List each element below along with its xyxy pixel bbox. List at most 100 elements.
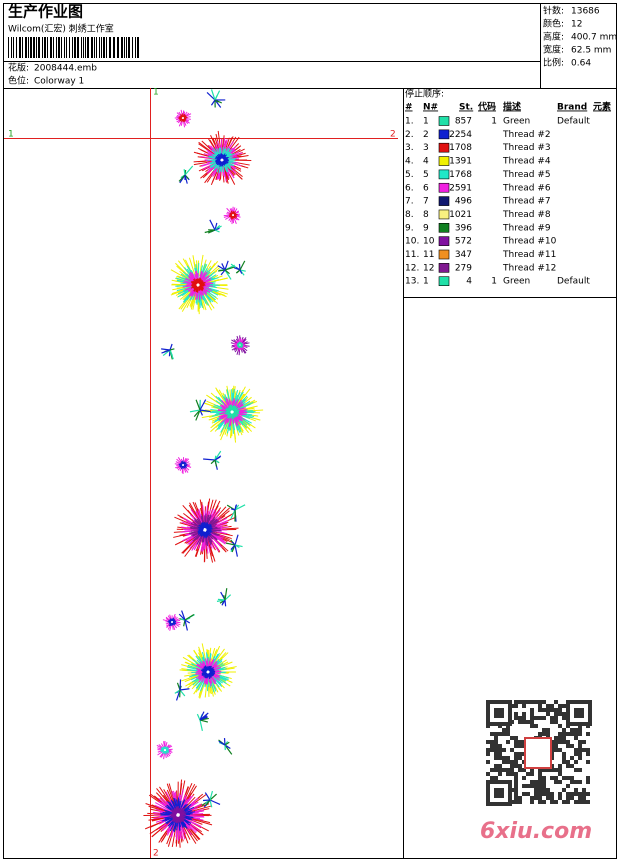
stitch (176, 458, 182, 464)
qr-module (570, 792, 574, 796)
description: Thread #2 (502, 130, 551, 140)
qr-module (514, 756, 518, 760)
barcode-bar (42, 37, 43, 58)
info-label: 针数: (543, 5, 564, 17)
leaf-stitch (199, 719, 209, 723)
barcode-bar (69, 37, 70, 58)
qr-module (574, 736, 578, 740)
qr-logo (524, 737, 552, 769)
stitch (169, 819, 177, 832)
qr-module (562, 732, 566, 736)
row-index: 13. (405, 277, 419, 287)
stitch (229, 389, 232, 406)
qr-module (506, 760, 510, 764)
qr-module (566, 760, 570, 764)
stitch (164, 751, 167, 755)
qr-module (546, 704, 550, 708)
column-header: N# (423, 103, 438, 113)
qr-module (566, 796, 570, 800)
stitch (165, 746, 168, 750)
qr-module (578, 796, 582, 800)
color-swatch (438, 196, 450, 206)
row-index: 6. (405, 183, 414, 193)
qr-module (550, 800, 554, 804)
barcode-bar (74, 37, 76, 58)
qr-module (518, 700, 522, 704)
stitch (183, 462, 187, 465)
stitch (181, 674, 201, 682)
qr-module (558, 792, 562, 796)
qr-module (542, 784, 546, 788)
qr-module (554, 768, 558, 772)
stitch (174, 817, 178, 823)
qr-module (514, 784, 518, 788)
qr-module (574, 768, 578, 772)
qr-module (498, 744, 502, 748)
stitch (226, 413, 231, 419)
stitch (233, 215, 238, 218)
qr-module (542, 768, 546, 772)
stitch (193, 285, 198, 290)
leaf-stitch (216, 599, 226, 602)
description: Thread #9 (502, 223, 551, 233)
qr-module (570, 744, 574, 748)
leaf-stitch (214, 459, 218, 467)
leaf-stitch (209, 799, 221, 806)
info-value: 0.64 (571, 59, 591, 69)
stitch (227, 407, 232, 412)
qr-module (558, 740, 562, 744)
stitch (193, 151, 214, 159)
stitch (217, 153, 222, 159)
qr-module (546, 712, 550, 716)
leaf-stitch (204, 792, 211, 801)
qr-module (570, 796, 574, 800)
stitch (182, 796, 196, 810)
qr-module (506, 728, 510, 732)
qr-module (538, 704, 542, 708)
needle: 8 (423, 210, 429, 220)
qr-module (554, 712, 558, 716)
stitch (165, 750, 169, 754)
info-value: 12 (571, 20, 582, 30)
qr-module (558, 764, 562, 768)
qr-module (514, 700, 518, 704)
stitch (231, 339, 238, 344)
qr-module (526, 792, 530, 796)
stitch (162, 619, 170, 622)
info-value: 62.5 mm (571, 46, 611, 56)
barcode-bar (113, 37, 115, 58)
qr-module (522, 700, 526, 704)
stitch (198, 286, 203, 292)
stitch (172, 619, 176, 622)
leaf-stitch (234, 505, 237, 511)
stitch (207, 673, 211, 680)
description: Thread #4 (502, 157, 551, 167)
stitch (200, 531, 205, 537)
stitch (200, 156, 216, 160)
stitch (233, 213, 237, 216)
color-swatch (438, 169, 450, 180)
leaf-stitch (195, 409, 201, 421)
leaf-stitch (218, 740, 226, 746)
leaf-stitch (224, 744, 233, 755)
barcode-bar (30, 37, 32, 58)
color-swatch (438, 223, 450, 233)
qr-module (502, 768, 506, 772)
stitch (177, 822, 180, 840)
qr-module (562, 728, 566, 732)
info-label: 高度: (543, 31, 564, 43)
stitch (234, 401, 243, 410)
qr-module (522, 768, 526, 772)
stitch (208, 673, 212, 679)
code: 1 (491, 277, 497, 287)
qr-module (514, 792, 518, 796)
stitch (204, 532, 207, 539)
color-swatch (438, 116, 450, 126)
stitch (205, 531, 208, 537)
stitch (199, 271, 206, 282)
barcode-bar (38, 37, 40, 58)
stitch (228, 215, 232, 218)
qr-module (538, 788, 542, 792)
row-index: 7. (405, 197, 414, 207)
stitch (180, 815, 186, 818)
